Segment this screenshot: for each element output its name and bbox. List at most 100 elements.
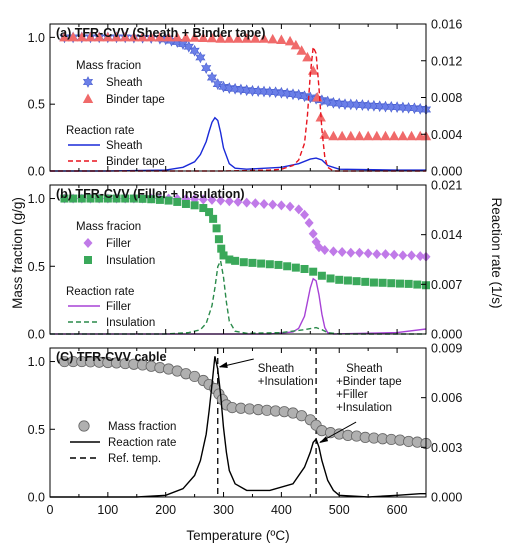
data-point (137, 31, 148, 42)
data-point (317, 271, 326, 280)
legend-title: Reaction rate (66, 286, 134, 298)
data-point (268, 199, 278, 210)
data-point (198, 194, 208, 205)
y-tick-label: 0.5 (28, 423, 45, 437)
legend-title: Reaction rate (66, 125, 134, 137)
y-tick-label: 0.0 (28, 328, 45, 342)
data-point (219, 251, 228, 260)
x-tick-label: 400 (271, 503, 292, 517)
data-point (290, 39, 302, 50)
data-point (146, 31, 157, 42)
data-point (67, 31, 79, 42)
data-point (60, 194, 69, 203)
data-point (147, 195, 156, 204)
data-point (86, 194, 95, 203)
legend-title: Mass fracion (76, 221, 141, 233)
data-point (415, 251, 425, 262)
data-point (248, 258, 257, 267)
data-point (206, 71, 218, 84)
y-tick-label-right: 0.000 (431, 165, 462, 179)
data-point (305, 91, 316, 104)
y-axis-right-label: Reaction rate (1/s) (489, 197, 504, 308)
data-point (214, 235, 223, 244)
data-point (198, 32, 209, 43)
y-tick-label: 0.0 (28, 491, 45, 505)
data-point (181, 199, 190, 208)
data-point (371, 130, 383, 141)
data-point (363, 248, 373, 259)
x-tick-label: 0 (47, 503, 54, 517)
data-point (205, 208, 214, 217)
data-point (93, 31, 105, 42)
data-point (336, 130, 348, 141)
data-point (319, 129, 330, 139)
panel-frame (49, 184, 427, 335)
data-point (291, 263, 300, 272)
legend-label: Filler (106, 301, 131, 313)
data-point (121, 194, 130, 203)
data-point (209, 214, 218, 223)
data-point (239, 258, 248, 267)
data-point (300, 209, 310, 220)
data-point (69, 194, 78, 203)
y-tick-label-right: 0.007 (431, 278, 462, 292)
y-axis-left-label: Mass fraction (g/g) (10, 197, 25, 309)
data-point (296, 45, 307, 55)
x-tick-label: 100 (97, 503, 118, 517)
data-point (362, 130, 374, 141)
legend-label: Binder tape (106, 94, 165, 106)
data-point (320, 245, 330, 256)
data-point (217, 244, 226, 253)
data-point (224, 33, 235, 43)
data-point (190, 201, 199, 210)
legend-label: Binder tape (106, 156, 165, 168)
y-tick-label: 1.0 (28, 192, 45, 206)
y-tick-label: 0.0 (28, 165, 45, 179)
x-tick-label: 300 (213, 503, 234, 517)
legend-label: Sheath (106, 140, 142, 152)
data-point (111, 31, 122, 42)
legend-marker (83, 238, 93, 248)
data-point (389, 249, 399, 260)
legend-label: Reaction rate (108, 437, 176, 449)
legend-title: Mass fracion (76, 60, 141, 72)
data-point (276, 200, 286, 211)
legend-label: Mass fraction (108, 421, 176, 433)
y-tick-label-right: 0.000 (431, 491, 462, 505)
legend-label: Sheath (106, 77, 142, 89)
data-point (407, 250, 417, 261)
data-point (387, 279, 396, 288)
annotation-text: Sheath (346, 363, 382, 375)
data-point (216, 195, 226, 206)
data-point (138, 194, 147, 203)
data-point (232, 33, 244, 43)
data-point (345, 130, 356, 141)
data-point (395, 279, 404, 288)
data-point (335, 275, 344, 284)
y-tick-label-right: 0.014 (431, 228, 462, 242)
data-point (172, 31, 183, 42)
data-point (397, 130, 409, 141)
annotation-arrowhead (319, 436, 329, 444)
data-point (233, 196, 243, 207)
data-point (352, 277, 361, 286)
legend-marker (82, 76, 94, 88)
data-point (265, 260, 274, 269)
data-point (299, 90, 310, 103)
data-point (334, 97, 345, 110)
data-point (308, 228, 318, 239)
data-point (343, 276, 352, 285)
data-point (225, 255, 234, 264)
data-point (388, 130, 400, 141)
data-point (372, 249, 382, 260)
legend-label: Ref. temp. (108, 453, 161, 465)
panel-title: (b) TFR-CVV (Filler + Insulation) (56, 187, 245, 201)
data-point (283, 262, 292, 271)
data-point (285, 201, 295, 212)
data-point (206, 32, 218, 43)
data-point (369, 278, 378, 287)
y-tick-label: 1.0 (28, 31, 45, 45)
data-point (154, 31, 166, 42)
data-point (241, 33, 252, 43)
annotation-text: +Insulation (336, 402, 392, 414)
